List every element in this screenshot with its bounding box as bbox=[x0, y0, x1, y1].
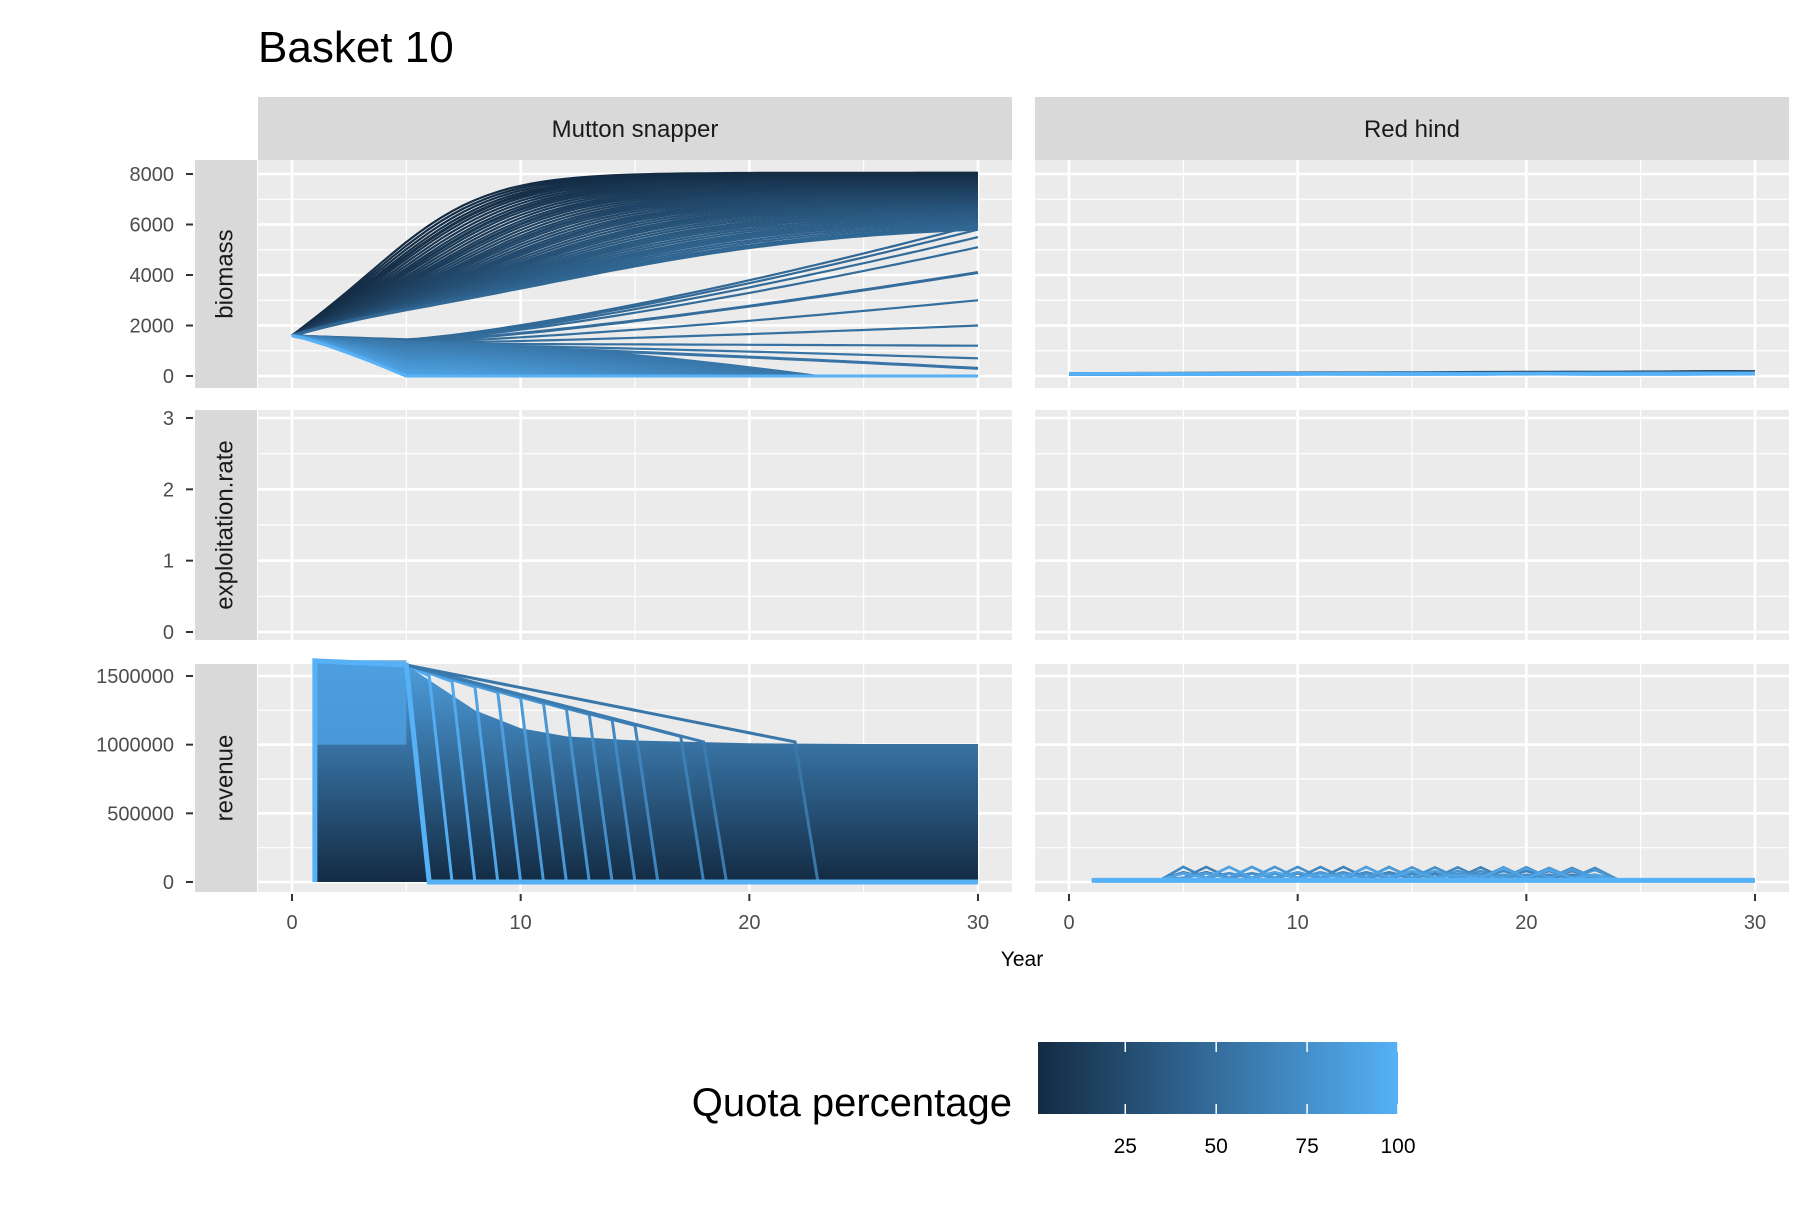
strip-label-column: Red hind bbox=[1364, 116, 1460, 143]
x-tick-label: 10 bbox=[510, 912, 532, 934]
y-tick-label: 1000000 bbox=[96, 735, 174, 757]
chart-title: Basket 10 bbox=[258, 23, 454, 72]
panel-biomass-red-hind bbox=[1035, 160, 1789, 388]
y-tick-label: 8000 bbox=[130, 164, 175, 186]
strip-label-column: Mutton snapper bbox=[552, 116, 719, 143]
legend-tick-label: 100 bbox=[1380, 1135, 1415, 1158]
x-tick-label: 10 bbox=[1287, 912, 1309, 934]
legend-tick-label: 50 bbox=[1205, 1135, 1228, 1158]
panel-revenue-red-hind bbox=[1035, 664, 1789, 892]
legend-tick-label: 25 bbox=[1114, 1135, 1137, 1158]
panel-exploitation.rate-red-hind bbox=[1035, 410, 1789, 640]
y-tick-label: 2000 bbox=[130, 316, 175, 338]
revenue-top-band bbox=[315, 660, 406, 744]
x-tick-label: 0 bbox=[286, 912, 297, 934]
strip-label-row: biomass bbox=[211, 229, 238, 318]
strip-label-row: exploitation.rate bbox=[211, 440, 238, 609]
x-tick-label: 30 bbox=[967, 912, 989, 934]
x-tick-label: 20 bbox=[1515, 912, 1537, 934]
legend: Quota percentage 25 50 75 100 bbox=[692, 1042, 1416, 1158]
y-tick-label: 2 bbox=[163, 479, 174, 501]
y-tick-label: 4000 bbox=[130, 265, 175, 287]
strip-label-row: revenue bbox=[211, 735, 238, 822]
y-tick-label: 1500000 bbox=[96, 666, 174, 688]
x-tick-label: 30 bbox=[1744, 912, 1766, 934]
y-tick-label: 3 bbox=[163, 408, 174, 430]
y-tick-label: 0 bbox=[163, 622, 174, 644]
x-tick-label: 0 bbox=[1063, 912, 1074, 934]
y-tick-label: 500000 bbox=[107, 803, 174, 825]
legend-title: Quota percentage bbox=[692, 1081, 1012, 1125]
x-axis-label: Year bbox=[1001, 948, 1043, 971]
y-tick-label: 0 bbox=[163, 366, 174, 388]
x-tick-label: 20 bbox=[738, 912, 760, 934]
panel-exploitation.rate-mutton-snapper bbox=[258, 410, 1012, 640]
series-red-hind-biomass bbox=[1069, 372, 1755, 374]
legend-tick-label: 75 bbox=[1295, 1135, 1318, 1158]
y-tick-label: 6000 bbox=[130, 215, 175, 237]
y-tick-label: 1 bbox=[163, 551, 174, 573]
legend-colorbar bbox=[1038, 1042, 1398, 1114]
y-tick-label: 0 bbox=[163, 872, 174, 894]
